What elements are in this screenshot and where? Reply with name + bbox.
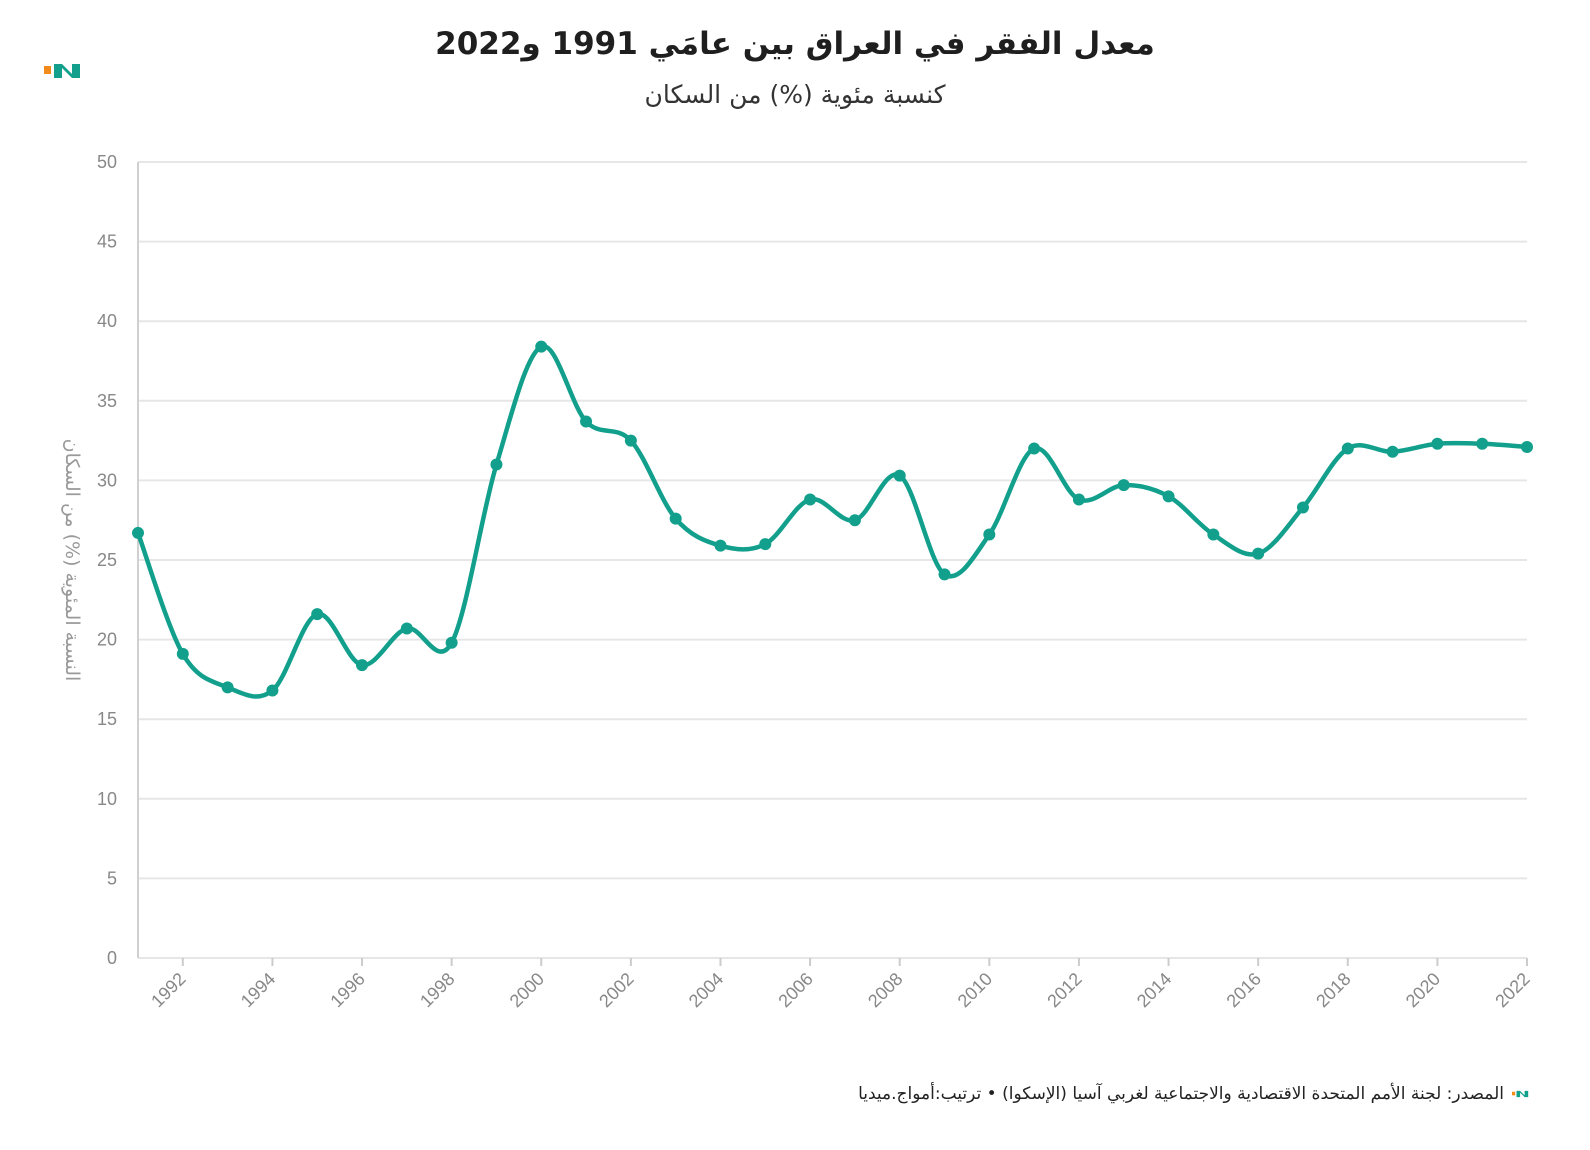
data-point[interactable]	[1386, 445, 1399, 458]
data-point[interactable]	[624, 434, 637, 447]
x-tick-label: 2008	[864, 969, 906, 1011]
data-point[interactable]	[266, 684, 279, 697]
data-point[interactable]	[714, 539, 727, 552]
y-axis-label: النسبة المئوية (%) من السكان	[61, 439, 83, 682]
x-tick-label: 2006	[774, 969, 816, 1011]
grid-lines	[137, 161, 1528, 966]
x-tick-label: 2022	[1491, 969, 1533, 1011]
x-tick-label: 2020	[1402, 969, 1444, 1011]
source-text: المصدر: لجنة الأمم المتحدة الاقتصادية وا…	[858, 1084, 1504, 1104]
data-point[interactable]	[1028, 442, 1041, 455]
data-point[interactable]	[1296, 501, 1309, 514]
data-point[interactable]	[221, 681, 234, 694]
data-point[interactable]	[1431, 437, 1444, 450]
y-tick-label: 40	[97, 311, 117, 331]
y-tick-label: 0	[107, 948, 117, 968]
x-tick-label: 1992	[147, 969, 189, 1011]
data-point[interactable]	[400, 622, 413, 635]
data-point[interactable]	[176, 647, 189, 660]
x-tick-label: 2016	[1223, 969, 1265, 1011]
x-tick-label: 2014	[1133, 969, 1175, 1011]
x-tick-label: 2000	[506, 969, 548, 1011]
data-point[interactable]	[1476, 437, 1489, 450]
brand-logo-small-icon	[1512, 1090, 1529, 1098]
x-tick-label: 2002	[595, 969, 637, 1011]
y-tick-label: 30	[97, 470, 117, 490]
data-point[interactable]	[983, 528, 996, 541]
y-tick-label: 5	[107, 868, 117, 888]
data-point[interactable]	[804, 493, 817, 506]
data-point[interactable]	[759, 538, 772, 551]
x-tick-label: 2012	[1043, 969, 1085, 1011]
data-point[interactable]	[311, 608, 324, 621]
y-tick-label: 25	[97, 550, 117, 570]
y-tick-label: 15	[97, 709, 117, 729]
series-line	[135, 344, 1530, 699]
data-point[interactable]	[1521, 440, 1533, 453]
data-point[interactable]	[1207, 528, 1220, 541]
y-tick-label: 50	[97, 152, 117, 172]
data-points	[132, 340, 1533, 697]
y-tick-label: 20	[97, 630, 117, 650]
y-tick-label: 45	[97, 232, 117, 252]
data-point[interactable]	[445, 636, 458, 649]
data-point[interactable]	[1117, 479, 1130, 492]
data-point[interactable]	[893, 469, 906, 482]
x-tick-label: 1998	[416, 969, 458, 1011]
y-tick-label: 35	[97, 391, 117, 411]
x-tick-label: 2004	[685, 969, 727, 1011]
x-tick-label: 1994	[237, 969, 279, 1011]
x-tick-label: 2018	[1312, 969, 1354, 1011]
chart-subtitle: كنسبة مئوية (%) من السكان	[644, 80, 946, 109]
chart-title: معدل الفقر في العراق بين عامَي 1991 و202…	[435, 26, 1155, 62]
data-point[interactable]	[490, 458, 503, 471]
data-point[interactable]	[1341, 442, 1354, 455]
data-point[interactable]	[1072, 493, 1085, 506]
data-point[interactable]	[938, 568, 951, 581]
data-point[interactable]	[1162, 490, 1175, 503]
data-point[interactable]	[132, 526, 144, 539]
x-tick-label: 1996	[326, 969, 368, 1011]
data-point[interactable]	[1252, 547, 1265, 560]
data-point[interactable]	[580, 415, 593, 428]
x-tick-label: 2010	[954, 969, 996, 1011]
data-point[interactable]	[535, 340, 548, 353]
brand-logo-icon	[44, 64, 80, 78]
data-point[interactable]	[356, 659, 369, 672]
x-tick-labels: 1992 1994 1996 1998 2000 2002 2004 2006 2008 2010…	[147, 969, 1534, 1011]
footer-source: المصدر: لجنة الأمم المتحدة الاقتصادية وا…	[858, 1084, 1530, 1104]
y-tick-labels: 0 5 10 15 20 25 30 35 40 45 50	[97, 152, 117, 968]
data-point[interactable]	[848, 514, 861, 527]
y-tick-label: 10	[97, 789, 117, 809]
data-point[interactable]	[669, 512, 682, 525]
